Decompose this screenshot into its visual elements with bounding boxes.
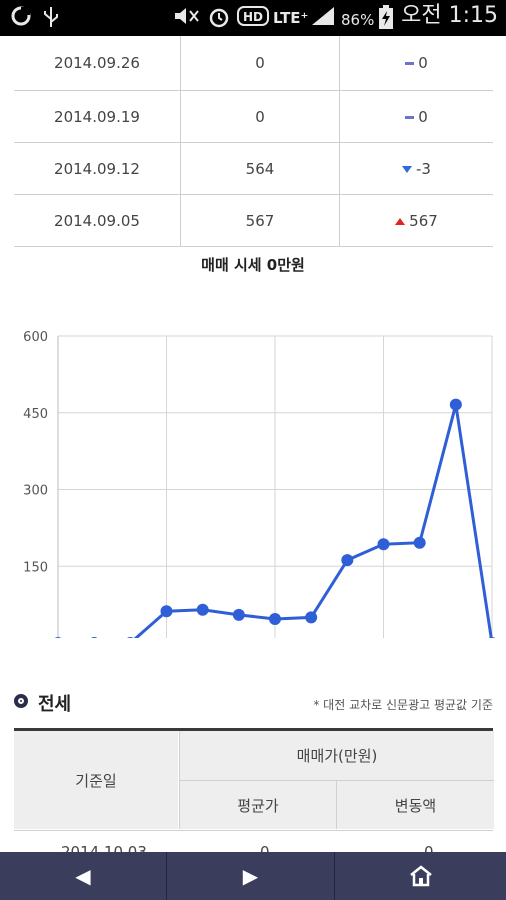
row-value: 0	[180, 90, 340, 143]
row-date: 2014.09.19	[14, 90, 181, 143]
dash-icon	[405, 115, 415, 119]
y-tick-label: 450	[23, 407, 48, 422]
y-tick-label: 0	[40, 637, 48, 638]
data-point	[341, 554, 354, 567]
table-row: 2014.09.12 564 -3	[14, 142, 493, 195]
back-button[interactable]: ◀	[0, 852, 167, 900]
row-change: 567	[339, 194, 493, 247]
row-date: 2014.09.26	[14, 36, 181, 91]
data-point	[269, 612, 281, 625]
section-note: * 대전 교차로 신문광고 평균값 기준	[313, 698, 493, 712]
change-value: 0	[418, 54, 428, 72]
page-content[interactable]: 2014.09.26 0 0 2014.09.19 0 0 2014.09.12 564 -3 2…	[0, 36, 506, 852]
data-point	[449, 398, 462, 411]
status-bar: HD LTE⁺ 86% 오전 1:15	[0, 0, 506, 36]
home-icon	[409, 865, 432, 887]
app-notification-icon	[10, 5, 32, 35]
forward-button[interactable]: ▶	[167, 852, 335, 900]
row-date: 2014.09.05	[14, 194, 181, 247]
row-date: 2014.09.12	[14, 142, 181, 195]
row-avg: 0	[260, 843, 270, 852]
data-point	[305, 611, 318, 624]
header-change: 변동액	[336, 781, 494, 829]
table-row: 2014.09.05 567 567	[14, 194, 493, 247]
dash-icon	[405, 62, 415, 65]
row-change: 0	[339, 90, 493, 143]
data-point	[160, 605, 173, 618]
row-value: 0	[180, 36, 340, 91]
table-row: 2014.10.03 0 0	[14, 830, 493, 852]
arrow-up-icon	[395, 217, 406, 225]
arrow-left-icon: ◀	[75, 864, 91, 888]
row-value: 567	[180, 194, 340, 247]
data-point	[413, 536, 426, 549]
battery-percent: 86%	[341, 11, 375, 29]
usb-icon	[42, 5, 60, 37]
data-point	[54, 637, 62, 638]
change-value: 567	[409, 211, 438, 230]
y-tick-label: 150	[23, 560, 48, 575]
header-avg: 평균가	[179, 781, 336, 829]
y-tick-label: 600	[23, 330, 48, 345]
data-point	[232, 608, 245, 621]
change-value: 0	[418, 107, 428, 126]
row-change: 0	[339, 36, 493, 91]
row-date: 2014.10.03	[61, 843, 147, 852]
row-change: 0	[424, 843, 434, 852]
section-bullet-icon	[14, 694, 28, 708]
jeonse-table: 기준일 매매가(만원) 평균가 변동액 2014.10.03 0 0	[14, 728, 494, 852]
price-line-chart: 015030045060014.0114.0414.07	[23, 330, 496, 638]
chart-title: 매매 시세 0만원	[201, 256, 305, 274]
data-point	[127, 637, 134, 638]
network-type: LTE⁺	[273, 9, 309, 27]
arrow-right-icon: ▶	[242, 864, 259, 888]
price-history-table: 2014.09.26 0 0 2014.09.19 0 0 2014.09.12 564 -3 2…	[14, 36, 493, 247]
data-point	[90, 637, 98, 638]
table-row: 2014.09.26 0 0	[14, 36, 493, 91]
row-value: 564	[180, 142, 340, 195]
header-date: 기준일	[14, 731, 178, 829]
data-point	[488, 637, 496, 638]
header-group: 매매가(만원)	[179, 731, 494, 781]
mute-icon	[172, 5, 200, 35]
svg-text:HD: HD	[243, 10, 263, 24]
change-value: -3	[416, 159, 431, 178]
jeonse-section-header: 전세 * 대전 교차로 신문광고 평균값 기준	[14, 690, 493, 720]
arrow-down-icon	[402, 165, 413, 173]
table-row: 2014.09.19 0 0	[14, 90, 493, 143]
hd-icon: HD	[237, 5, 269, 35]
row-change: -3	[339, 142, 493, 195]
signal-icon	[310, 5, 336, 35]
alarm-icon	[207, 5, 231, 37]
y-tick-label: 300	[23, 484, 48, 499]
home-button[interactable]	[335, 852, 506, 900]
clock: 오전 1:15	[401, 3, 498, 28]
bottom-navigation: ◀ ▶	[0, 852, 506, 900]
data-point	[196, 603, 209, 616]
section-title: 전세	[38, 694, 72, 715]
battery-charging-icon	[379, 5, 393, 37]
data-point	[377, 538, 390, 551]
